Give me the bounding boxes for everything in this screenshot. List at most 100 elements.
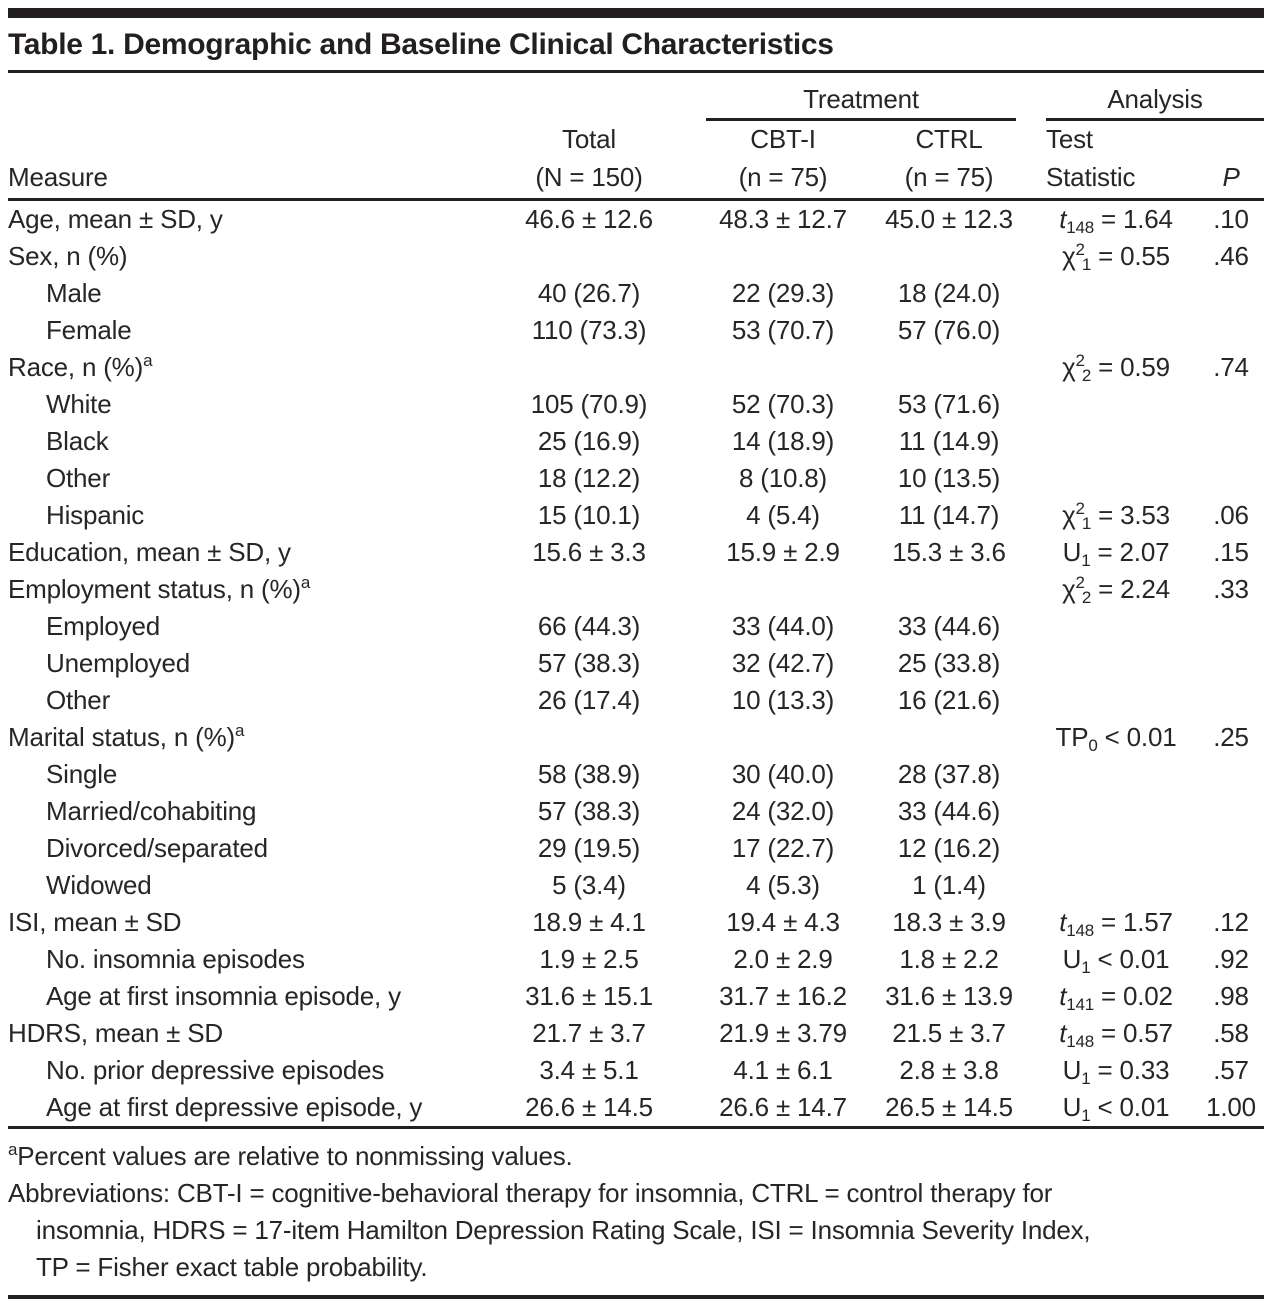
- cell-p-value: [1198, 386, 1264, 423]
- cell-test-statistic: U1 < 0.01: [1062, 944, 1170, 977]
- cell-ctrl: 21.5 ± 3.7: [892, 1018, 1006, 1048]
- row-label: Married/cohabiting: [46, 796, 257, 826]
- cell-cbti: 48.3 ± 12.7: [719, 204, 847, 234]
- cell-cbti: 14 (18.9): [731, 426, 835, 456]
- cell-test-statistic: t141 = 0.02: [1059, 981, 1173, 1014]
- cell-measure: HDRS, mean ± SD: [8, 1015, 476, 1052]
- row-label: Other: [46, 463, 111, 493]
- row-label: White: [46, 389, 112, 419]
- table-row: Other 18 (12.2) 8 (10.8) 10 (13.5): [8, 460, 1264, 497]
- cell-ctrl: 11 (14.9): [898, 426, 1000, 456]
- cell-total: 46.6 ± 12.6: [525, 204, 653, 234]
- row-label: Other: [46, 685, 111, 715]
- cell-measure: Married/cohabiting: [8, 793, 476, 830]
- row-label: Unemployed: [46, 648, 190, 678]
- cell-total: 18.9 ± 4.1: [532, 907, 646, 937]
- row-label: No. prior depressive episodes: [46, 1055, 385, 1085]
- cell-p-value: .33: [1213, 574, 1249, 604]
- cell-ctrl: 26.5 ± 14.5: [885, 1092, 1013, 1122]
- footnote-abbreviations: Abbreviations: CBT-I = cognitive-behavio…: [8, 1175, 1264, 1286]
- cell-measure: Female: [8, 312, 476, 349]
- table-row: ISI, mean ± SD 18.9 ± 4.1 19.4 ± 4.3 18.3 ±…: [8, 904, 1264, 941]
- cell-total: 26.6 ± 14.5: [525, 1092, 653, 1122]
- cell-measure: Unemployed: [8, 645, 476, 682]
- cell-test-statistic: [1034, 386, 1198, 423]
- cell-ctrl: 25 (33.8): [897, 648, 1001, 678]
- row-label: Age at first insomnia episode, y: [46, 981, 401, 1011]
- cell-ctrl: 11 (14.7): [898, 500, 1000, 530]
- cell-ctrl: 18 (24.0): [897, 278, 1001, 308]
- row-label: Widowed: [46, 870, 152, 900]
- cell-total: 25 (16.9): [537, 426, 641, 456]
- row-label: HDRS, mean ± SD: [8, 1018, 223, 1048]
- test-statistic-header-line1: Test: [1046, 124, 1093, 154]
- footnote-marker: a: [143, 351, 153, 370]
- cell-cbti: 33 (44.0): [731, 611, 835, 641]
- table-row: Age, mean ± SD, y 46.6 ± 12.6 48.3 ± 12.7 4…: [8, 200, 1264, 239]
- row-label: Single: [46, 759, 118, 789]
- cell-cbti: 21.9 ± 3.79: [719, 1018, 847, 1048]
- cell-p-value: [1198, 645, 1264, 682]
- cell-measure: Other: [8, 460, 476, 497]
- cell-total: 3.4 ± 5.1: [539, 1055, 639, 1085]
- cell-p-value: .92: [1213, 944, 1249, 974]
- cell-ctrl: [864, 571, 1034, 608]
- measure-header-spacer: [8, 121, 476, 158]
- cell-test-statistic: U1 = 0.33: [1062, 1055, 1170, 1088]
- cell-p-value: .58: [1213, 1018, 1249, 1048]
- abbreviation-line: insomnia, HDRS = 17-item Hamilton Depres…: [36, 1215, 1091, 1245]
- table-row: Married/cohabiting 57 (38.3) 24 (32.0) 33 (…: [8, 793, 1264, 830]
- cell-total: 1.9 ± 2.5: [539, 944, 639, 974]
- table-row: Divorced/separated 29 (19.5) 17 (22.7) 12 (…: [8, 830, 1264, 867]
- bottom-rule: [8, 1295, 1264, 1299]
- table-row: Race, n (%)a χ22 = 0.59 .74: [8, 349, 1264, 386]
- cell-cbti: 2.0 ± 2.9: [733, 944, 833, 974]
- cell-total: 40 (26.7): [537, 278, 641, 308]
- row-label: Age at first depressive episode, y: [46, 1092, 423, 1122]
- cell-cbti: [702, 719, 864, 756]
- cell-total: 31.6 ± 15.1: [525, 981, 653, 1011]
- cell-total: 26 (17.4): [537, 685, 641, 715]
- table-row: Sex, n (%) χ21 = 0.55 .46: [8, 238, 1264, 275]
- cell-measure: Employment status, n (%)a: [8, 571, 476, 608]
- column-header-row-2: Measure (N = 150) (n = 75) (n = 75) Stat…: [8, 158, 1265, 201]
- cell-measure: No. insomnia episodes: [8, 941, 476, 978]
- footnote-percent-text: Percent values are relative to nonmissin…: [17, 1141, 573, 1171]
- p-header-spacer: [1198, 121, 1264, 158]
- cell-test-statistic: U1 = 2.07: [1062, 537, 1170, 570]
- table-row: Widowed 5 (3.4) 4 (5.3) 1 (1.4): [8, 867, 1264, 904]
- table-header: Treatment Analysis Total CBT-I CTRL Test…: [8, 73, 1265, 201]
- cell-measure: Age at first depressive episode, y: [8, 1089, 476, 1128]
- abbreviation-line: Abbreviations: CBT-I = cognitive-behavio…: [8, 1178, 1053, 1208]
- table-row: Employment status, n (%)a χ22 = 2.24 .33: [8, 571, 1264, 608]
- cell-test-statistic: [1034, 793, 1198, 830]
- cell-p-value: .98: [1213, 981, 1249, 1011]
- cell-ctrl: 18.3 ± 3.9: [892, 907, 1006, 937]
- cell-p-value: [1198, 312, 1264, 349]
- cell-cbti: 26.6 ± 14.7: [719, 1092, 847, 1122]
- row-label: Sex, n (%): [8, 241, 128, 271]
- cell-test-statistic: [1034, 645, 1198, 682]
- table-row: No. insomnia episodes 1.9 ± 2.5 2.0 ± 2.9 1…: [8, 941, 1264, 978]
- table-row: Other 26 (17.4) 10 (13.3) 16 (21.6): [8, 682, 1264, 719]
- cell-cbti: 30 (40.0): [731, 759, 835, 789]
- table-row: Unemployed 57 (38.3) 32 (42.7) 25 (33.8): [8, 645, 1264, 682]
- cell-ctrl: 16 (21.6): [897, 685, 1001, 715]
- footnote-marker: a: [234, 721, 245, 740]
- column-header-row-1: Total CBT-I CTRL Test: [8, 121, 1264, 158]
- table-row: HDRS, mean ± SD 21.7 ± 3.7 21.9 ± 3.79 21.5…: [8, 1015, 1264, 1052]
- ctrl-header-line1: CTRL: [915, 124, 983, 154]
- cell-measure: Widowed: [8, 867, 476, 904]
- cell-p-value: .15: [1213, 537, 1249, 567]
- cell-cbti: 4.1 ± 6.1: [733, 1055, 833, 1085]
- cell-total: [476, 349, 702, 386]
- cell-measure: Single: [8, 756, 476, 793]
- table-row: Female 110 (73.3) 53 (70.7) 57 (76.0): [8, 312, 1264, 349]
- analysis-group-rule: Analysis: [1046, 83, 1265, 121]
- cell-p-value: .06: [1213, 500, 1249, 530]
- table-row: Age at first depressive episode, y 26.6 ±…: [8, 1089, 1264, 1128]
- table-row: Age at first insomnia episode, y 31.6 ± 1…: [8, 978, 1264, 1015]
- cell-p-value: [1198, 275, 1264, 312]
- cell-p-value: [1198, 756, 1264, 793]
- cell-test-statistic: t148 = 1.57: [1059, 907, 1173, 940]
